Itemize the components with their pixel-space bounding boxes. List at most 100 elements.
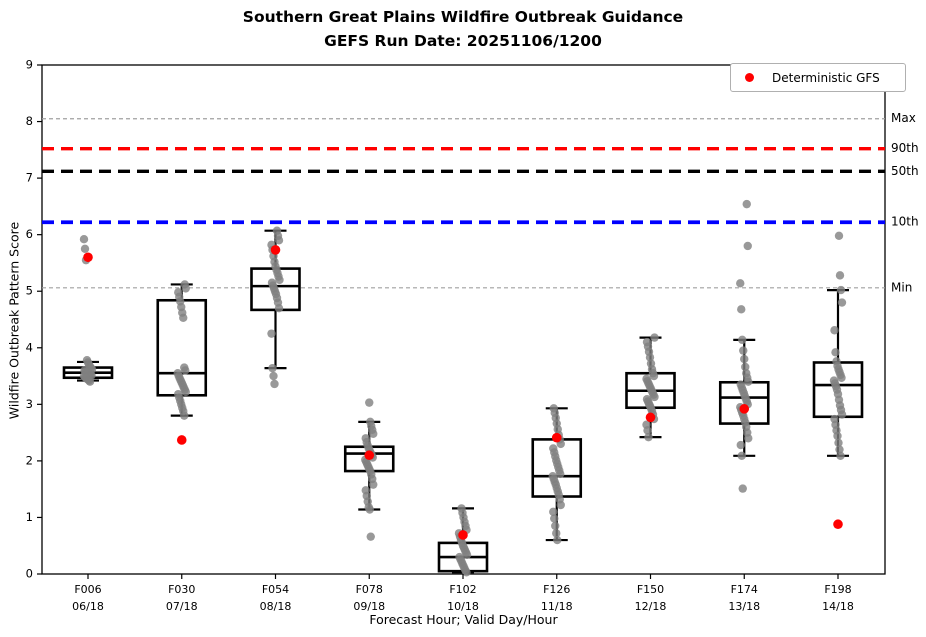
y-tick-label: 0: [26, 567, 33, 581]
member-dot-F198: [834, 438, 843, 447]
member-dot-F006: [80, 244, 90, 254]
member-dot-F054: [269, 371, 278, 381]
member-dot-F198: [833, 431, 842, 441]
gfs-dot-F150: [645, 412, 656, 423]
y-tick-label: 4: [26, 340, 33, 354]
member-dot-F054: [268, 363, 277, 373]
x-tick-label-valid: 10/18: [447, 600, 479, 613]
member-dot-F174: [737, 305, 746, 314]
member-dot-F150: [645, 353, 655, 362]
member-dot-F198: [837, 298, 847, 307]
member-dot-F174: [743, 241, 752, 251]
member-dot-F102: [462, 550, 472, 559]
gfs-dot-F054: [270, 245, 281, 255]
member-dot-F150: [650, 392, 659, 402]
x-tick-label-hour: F150: [637, 583, 664, 596]
x-tick-label-valid: 09/18: [353, 600, 385, 613]
x-tick-label-valid: 14/18: [822, 600, 854, 613]
member-dot-F198: [834, 231, 844, 240]
gfs-dot-F174: [739, 404, 750, 414]
member-dot-F078: [369, 480, 378, 489]
member-dot-F150: [649, 371, 659, 381]
gfs-dot-F078: [364, 450, 375, 461]
member-dot-F150: [643, 426, 652, 435]
member-dot-F198: [836, 451, 845, 460]
member-dot-F198: [837, 410, 847, 419]
gfs-dot-F030: [176, 435, 187, 445]
member-dot-F174: [737, 451, 746, 460]
member-dot-F198: [835, 445, 844, 454]
member-dot-F198: [831, 348, 840, 357]
gfs-dot-F102: [458, 530, 468, 540]
gfs-dot-F198: [833, 519, 843, 530]
member-dot-F174: [744, 377, 753, 386]
member-dot-F174: [738, 335, 747, 345]
x-tick-label-hour: F078: [356, 583, 383, 596]
member-dot-F030: [181, 387, 190, 397]
member-dot-F174: [736, 279, 745, 288]
x-tick-label-hour: F030: [168, 583, 195, 596]
member-dot-F078: [366, 532, 375, 541]
member-dot-F198: [837, 373, 846, 382]
member-dot-F030: [181, 366, 190, 375]
member-dot-F126: [556, 500, 565, 510]
x-tick-label-valid: 13/18: [728, 600, 760, 613]
y-tick-label: 5: [26, 284, 33, 298]
gfs-dot-F126: [551, 432, 562, 443]
gfs-dot-F006: [83, 252, 93, 263]
y-tick-label: 3: [26, 397, 33, 411]
y-tick-label: 1: [26, 510, 33, 524]
member-dot-F054: [275, 275, 284, 285]
x-tick-label-hour: F054: [262, 583, 289, 596]
member-dot-F174: [742, 199, 751, 209]
legend-gfs-marker-icon: [745, 73, 754, 82]
legend-label: Deterministic GFS: [772, 70, 880, 85]
member-dot-F198: [835, 271, 845, 280]
member-dot-F030: [181, 284, 190, 293]
y-tick-label: 2: [26, 453, 33, 467]
member-dot-F150: [650, 333, 659, 342]
x-tick-label-hour: F102: [449, 583, 476, 596]
member-dot-F174: [739, 346, 748, 355]
member-dot-F174: [738, 484, 747, 493]
member-dot-F198: [830, 326, 839, 335]
x-tick-label-valid: 11/18: [541, 600, 573, 613]
member-dot-F030: [180, 411, 189, 420]
chart-title-line1: Southern Great Plains Wildfire Outbreak …: [242, 8, 684, 26]
member-dot-F078: [365, 398, 374, 407]
x-tick-label-hour: F006: [74, 583, 101, 596]
member-dot-F174: [736, 440, 745, 450]
member-dot-F078: [369, 429, 378, 438]
y-tick-label: 8: [26, 114, 33, 128]
y-tick-label: 6: [26, 227, 33, 241]
member-dot-F126: [552, 529, 561, 538]
member-dot-F126: [556, 469, 565, 479]
member-dot-F006: [79, 234, 89, 244]
x-tick-label-hour: F126: [543, 583, 570, 596]
threshold-label-10th: 10th: [891, 215, 919, 229]
member-dot-F126: [550, 514, 559, 523]
member-dot-F006: [85, 377, 95, 386]
x-tick-label-hour: F198: [824, 583, 851, 596]
chart-title: Southern Great Plains Wildfire Outbreak …: [0, 5, 926, 53]
member-dot-F054: [274, 236, 284, 245]
threshold-label-max: Max: [891, 111, 916, 125]
x-tick-label-valid: 07/18: [166, 600, 198, 613]
member-dot-F174: [744, 434, 753, 443]
x-tick-label-valid: 12/18: [635, 600, 667, 613]
member-dot-F030: [179, 313, 188, 323]
threshold-label-min: Min: [891, 280, 912, 294]
member-dot-F054: [274, 303, 284, 313]
x-tick-label-valid: 08/18: [260, 600, 292, 613]
member-dot-F126: [549, 507, 558, 516]
member-dot-F054: [267, 329, 276, 338]
member-dot-F198: [836, 285, 846, 295]
member-dot-F126: [553, 535, 562, 545]
member-dot-F126: [551, 521, 560, 531]
y-tick-label: 9: [26, 58, 33, 72]
member-dot-F174: [740, 354, 749, 364]
y-axis-label: Wildfire Outbreak Pattern Score: [6, 221, 22, 420]
x-axis-label: Forecast Hour; Valid Day/Hour: [369, 612, 558, 627]
